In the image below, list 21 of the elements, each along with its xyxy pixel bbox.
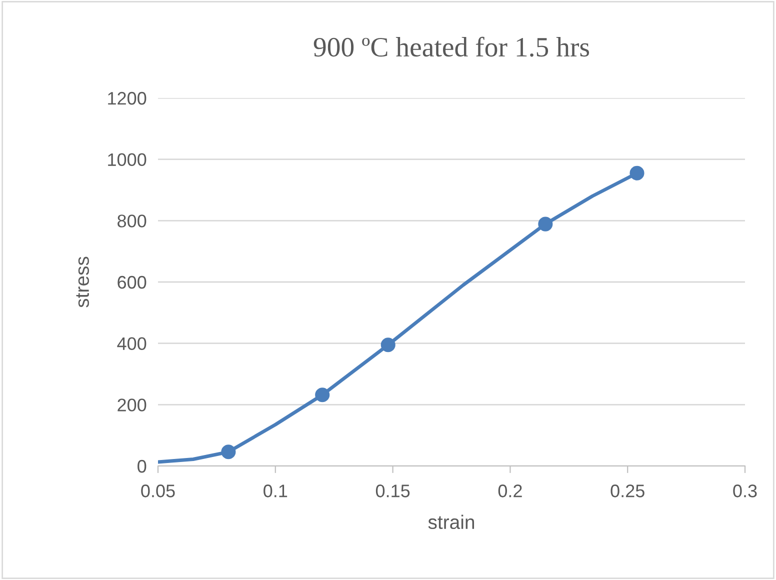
y-axis-title: stress: [76, 256, 89, 308]
x-tick-label: 0.3: [733, 484, 757, 498]
chart-title: 900 ºC heated for 1.5 hrs: [314, 36, 590, 57]
y-tick-label: 1000: [108, 153, 146, 166]
x-tick-label: 0.2: [498, 484, 522, 498]
y-tick-label: 400: [117, 337, 146, 350]
point: [380, 338, 396, 352]
x-tick-label: 0.15: [376, 484, 410, 498]
x-tick-label: 0.05: [141, 484, 175, 498]
y-tick-label: 200: [118, 398, 146, 412]
point: [538, 216, 553, 232]
point: [221, 444, 236, 460]
y-tick-label: 800: [118, 214, 146, 228]
point: [315, 388, 330, 402]
y-tick-label: 1200: [108, 92, 146, 105]
x-tick-label: 0.25: [610, 484, 644, 498]
x-axis-title: strain: [428, 514, 474, 530]
point: [630, 166, 644, 180]
x-tick-label: 0.1: [264, 484, 288, 498]
y-tick-label: 600: [118, 276, 146, 289]
y-tick-label: 0: [138, 460, 146, 473]
